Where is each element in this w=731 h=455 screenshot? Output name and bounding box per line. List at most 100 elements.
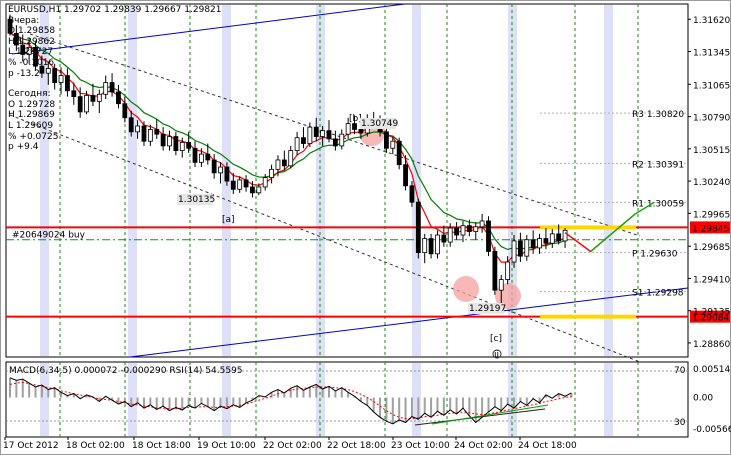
candle-body [237,179,243,190]
price-box-label: 1.30749 [361,119,398,129]
info-line: % -0.1016 [8,57,55,68]
candle-body [84,95,89,113]
candle-body [103,82,109,95]
macd-signal-line [9,381,572,420]
time-axis-label: 18 Oct 18:00 [132,441,191,451]
candle-body [498,279,504,291]
candle-body [65,75,70,92]
candle-body [518,240,523,257]
price-axis-label: 1.31065 [693,81,730,91]
price-box [468,303,504,314]
candle-body [218,166,223,174]
candle-body [435,234,440,255]
price-axis-label: 1.29685 [693,243,730,253]
high-value: 1.29839 [104,5,142,15]
info-line: O 1.29728 [8,99,56,110]
blue-trend-line-upper [11,3,406,55]
candle-body [556,233,562,242]
info-line: Сегодня: [8,89,51,100]
channel-line-lower [9,114,641,363]
time-axis-label: 22 Oct 18:00 [327,441,386,451]
info-line: H 1.29869 [8,110,55,121]
rsi-level-label: 70 [674,366,686,376]
candle-body [122,103,128,119]
candle-body [358,129,364,134]
candle-body [396,140,402,166]
candle-body [281,159,287,167]
oscillator-axis-label: -0.00566 [693,425,731,435]
price-badge-label: 1.29084 [692,314,729,324]
price-axis-label: 1.31345 [693,48,730,58]
low-value: 1.29667 [144,5,182,15]
candle-body [269,168,274,178]
main-pane-frame [5,3,689,358]
price-box-label: 1.29197 [469,304,506,314]
price-axis-label: 1.28860 [693,340,730,350]
candle-body [211,159,217,174]
divergence-line [414,408,546,426]
info-line: H 1.29862 [8,36,55,47]
candle-body [192,147,198,163]
candle-body [530,239,536,249]
wave-marker-circle [492,349,502,359]
candle-body [307,126,313,144]
candle-body [339,133,345,147]
candle-body [447,227,453,243]
candle-body [384,131,389,149]
candle-body [313,126,319,137]
yellow-zone [540,225,636,230]
info-line: % +0.0725 [8,131,59,142]
oscillator-axis-label: 0.00 [693,394,713,404]
price-box [360,118,396,129]
candle-body [294,137,300,151]
candle-body [288,150,294,167]
candle-body [479,220,485,228]
candle-body [96,93,102,102]
pivot-level-label: R3 1.30820 [632,110,684,120]
candle-body [7,18,13,34]
oscillator-axis-label: 0.00514 [693,365,730,375]
moving-average-slow [9,32,566,251]
header-info-block: EURUSD,H1 1.29702 1.29839 1.29667 1.2982… [8,5,222,153]
candle-body [511,240,517,263]
candle-body [492,251,498,291]
session-band [412,5,421,356]
candle-body [543,238,549,244]
candle-body [415,201,421,254]
price-axis-label: 1.29965 [693,210,730,220]
time-axis-label: 22 Oct 02:00 [263,441,322,451]
candle-body [26,46,32,55]
pivot-level-label: S1 1.29298 [632,289,684,299]
candle-body [243,179,249,188]
forecast-path-green [590,201,655,253]
candle-body [128,117,134,133]
candle-body [179,141,185,151]
rsi-line [9,377,572,425]
candle-body [524,239,530,257]
candle-body [460,225,466,236]
candle-body [77,96,83,113]
candle-body [262,177,268,188]
candle-body [409,185,415,203]
candle-body [332,138,338,147]
candle-body [320,130,326,137]
candle-body [454,227,460,236]
candle-body [160,133,166,147]
session-band [40,363,49,436]
candle-body [52,68,58,83]
session-band [412,363,421,436]
candle-body [154,129,160,135]
moving-average-fast [9,32,566,263]
candle-body [33,46,38,67]
session-band [604,363,613,436]
rsi-level-label: 30 [674,418,686,428]
info-line: L 1.29609 [8,120,54,131]
price-badge [690,221,730,234]
wave-label-c: [c] [490,334,502,344]
candle-body [71,90,77,98]
candle-body [466,225,472,232]
candle-body [45,68,51,74]
channel-line-upper [29,33,641,237]
